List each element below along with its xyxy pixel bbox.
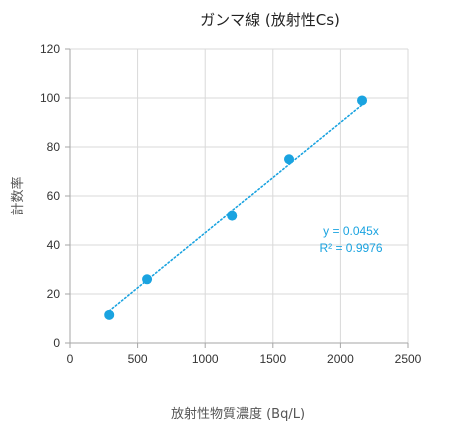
y-tick-label: 80 bbox=[47, 140, 61, 154]
data-points bbox=[104, 95, 368, 320]
y-tick-label: 100 bbox=[40, 91, 60, 105]
trendline bbox=[108, 104, 363, 312]
grid bbox=[70, 48, 409, 343]
x-tick-label: 1000 bbox=[192, 352, 219, 366]
y-tick-label: 60 bbox=[47, 189, 61, 203]
x-tick-label: 1500 bbox=[259, 352, 286, 366]
y-tick-label: 20 bbox=[47, 287, 61, 301]
x-tick-label: 2500 bbox=[395, 352, 422, 366]
y-tick-label: 120 bbox=[40, 42, 60, 56]
axes bbox=[65, 48, 409, 348]
data-point bbox=[104, 309, 115, 320]
data-point bbox=[227, 210, 238, 221]
r-squared-label: R² = 0.9976 bbox=[319, 241, 382, 255]
y-tick-labels: 0 20 40 60 80 100 120 bbox=[40, 42, 60, 350]
y-axis-label: 計数率 bbox=[10, 176, 26, 215]
y-tick-label: 0 bbox=[53, 336, 60, 350]
data-point bbox=[357, 95, 368, 106]
trendline-equation: y = 0.045x bbox=[323, 224, 379, 238]
x-tick-label: 2000 bbox=[327, 352, 354, 366]
x-tick-label: 500 bbox=[128, 352, 148, 366]
data-point bbox=[142, 274, 153, 285]
x-tick-label: 0 bbox=[67, 352, 74, 366]
x-axis-label: 放射性物質濃度 (Bq/L) bbox=[171, 406, 305, 422]
chart-title: ガンマ線 (放射性Cs) bbox=[200, 11, 340, 29]
x-tick-labels: 0 500 1000 1500 2000 2500 bbox=[67, 352, 422, 366]
y-tick-label: 40 bbox=[47, 238, 61, 252]
data-point bbox=[284, 154, 295, 165]
